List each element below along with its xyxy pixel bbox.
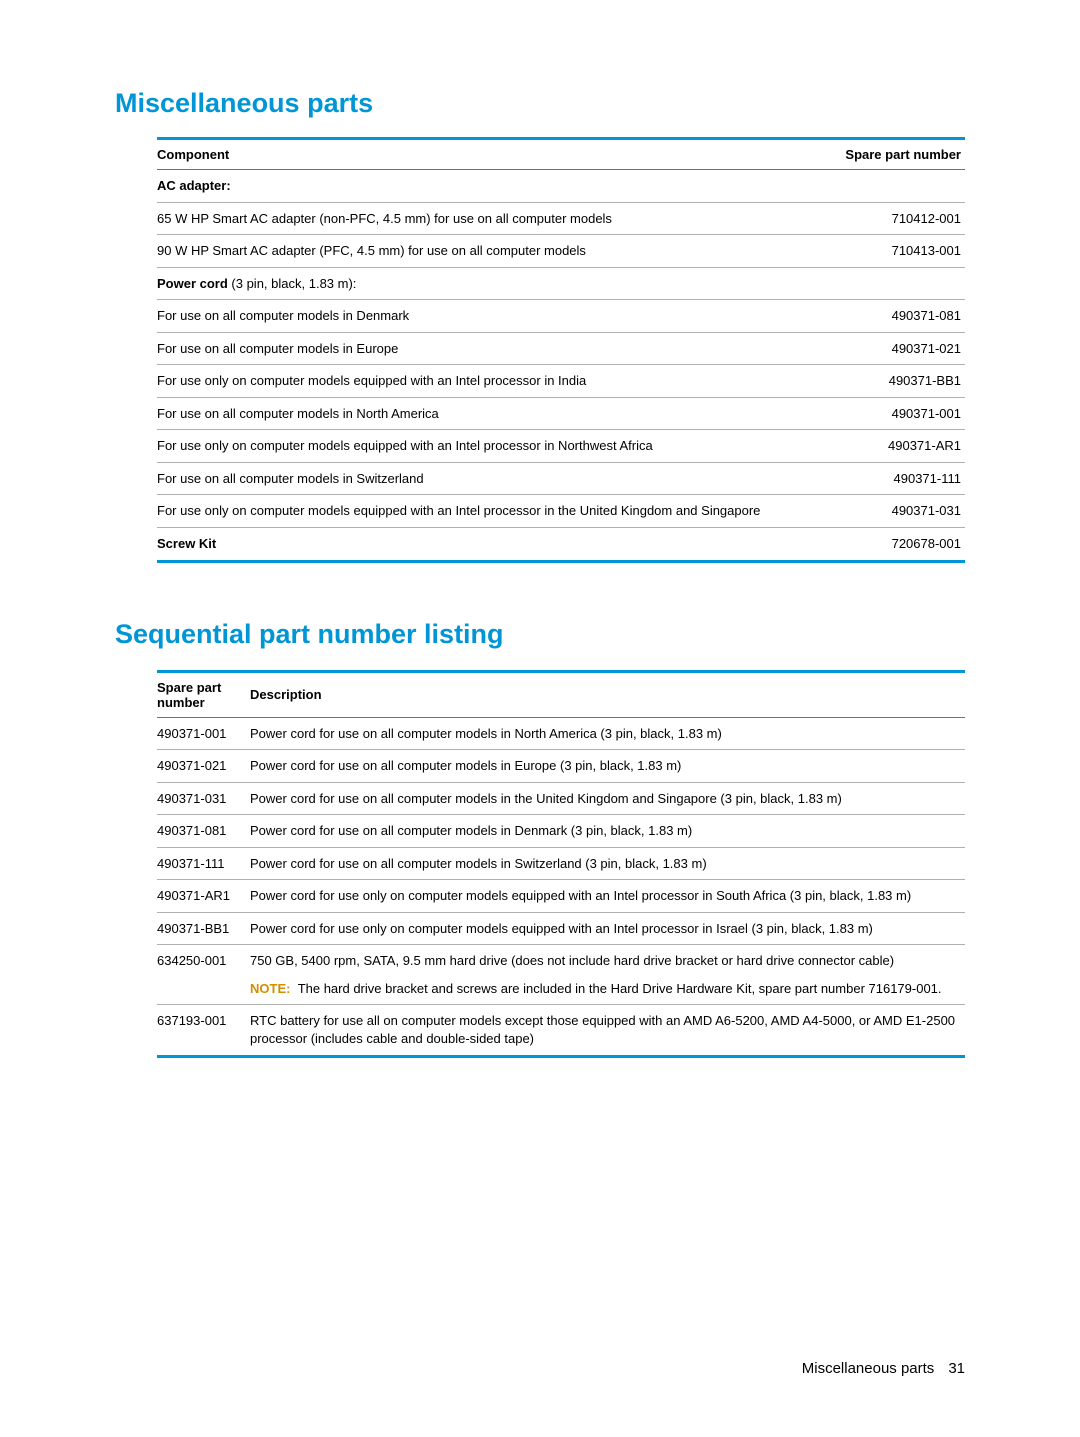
spn-cell: 710413-001	[832, 235, 965, 268]
table-row: 65 W HP Smart AC adapter (non-PFC, 4.5 m…	[157, 202, 965, 235]
desc-cell: Power cord for use on all computer model…	[250, 750, 965, 783]
desc-cell: Power cord for use on all computer model…	[250, 782, 965, 815]
spn-cell: 490371-AR1	[832, 430, 965, 463]
table-row: For use on all computer models in Europe…	[157, 332, 965, 365]
page-footer: Miscellaneous parts 31	[802, 1360, 965, 1377]
sequential-parts-table: Spare part number Description 490371-001…	[157, 670, 965, 1058]
desc-cell: Power cord for use only on computer mode…	[250, 880, 965, 913]
table-row: Screw Kit 720678-001	[157, 528, 965, 562]
desc-cell: Power cord for use only on computer mode…	[250, 912, 965, 945]
component-cell: For use on all computer models in Europe	[157, 332, 832, 365]
pn-cell: 490371-001	[157, 717, 250, 750]
col-spn: Spare part number	[157, 671, 250, 717]
table-row: 490371-AR1 Power cord for use only on co…	[157, 880, 965, 913]
spn-cell: 490371-001	[832, 397, 965, 430]
table-row: 634250-001 750 GB, 5400 rpm, SATA, 9.5 m…	[157, 945, 965, 1005]
component-cell: For use on all computer models in North …	[157, 397, 832, 430]
pn-cell: 634250-001	[157, 945, 250, 1005]
table-row: For use only on computer models equipped…	[157, 495, 965, 528]
table-row: For use on all computer models in Denmar…	[157, 300, 965, 333]
component-cell: For use only on computer models equipped…	[157, 495, 832, 528]
spn-cell: 490371-BB1	[832, 365, 965, 398]
table-row: 90 W HP Smart AC adapter (PFC, 4.5 mm) f…	[157, 235, 965, 268]
table-row: 490371-001 Power cord for use on all com…	[157, 717, 965, 750]
component-cell: For use only on computer models equipped…	[157, 365, 832, 398]
table-row: 490371-081 Power cord for use on all com…	[157, 815, 965, 848]
table-row: 490371-021 Power cord for use on all com…	[157, 750, 965, 783]
pn-cell: 490371-BB1	[157, 912, 250, 945]
section-title-misc: Miscellaneous parts	[115, 88, 965, 119]
section-title-seq: Sequential part number listing	[115, 619, 965, 650]
spn-cell: 490371-111	[832, 462, 965, 495]
desc-cell: Power cord for use on all computer model…	[250, 847, 965, 880]
pn-cell: 490371-AR1	[157, 880, 250, 913]
component-cell-bold: Screw Kit	[157, 528, 832, 562]
spn-cell: 490371-031	[832, 495, 965, 528]
desc-text: 750 GB, 5400 rpm, SATA, 9.5 mm hard driv…	[250, 953, 894, 968]
col-desc: Description	[250, 671, 965, 717]
footer-text: Miscellaneous parts	[802, 1360, 935, 1377]
table-row: For use only on computer models equipped…	[157, 430, 965, 463]
component-cell: For use on all computer models in Denmar…	[157, 300, 832, 333]
table-row: For use on all computer models in Switze…	[157, 462, 965, 495]
pn-cell: 490371-111	[157, 847, 250, 880]
footer-page: 31	[948, 1360, 965, 1377]
note-text: The hard drive bracket and screws are in…	[298, 981, 942, 996]
group-label-power-cord: Power cord (3 pin, black, 1.83 m):	[157, 267, 965, 300]
spn-cell: 490371-021	[832, 332, 965, 365]
table-row: 490371-031 Power cord for use on all com…	[157, 782, 965, 815]
power-cord-rest: (3 pin, black, 1.83 m):	[228, 276, 357, 291]
component-cell: 90 W HP Smart AC adapter (PFC, 4.5 mm) f…	[157, 235, 832, 268]
misc-parts-table: Component Spare part number AC adapter: …	[157, 137, 965, 563]
spn-cell: 720678-001	[832, 528, 965, 562]
desc-cell: RTC battery for use all on computer mode…	[250, 1005, 965, 1056]
desc-cell: 750 GB, 5400 rpm, SATA, 9.5 mm hard driv…	[250, 945, 965, 1005]
desc-cell: Power cord for use on all computer model…	[250, 815, 965, 848]
desc-cell: Power cord for use on all computer model…	[250, 717, 965, 750]
note-label: NOTE:	[250, 981, 290, 996]
group-label-ac-adapter: AC adapter:	[157, 170, 965, 203]
component-cell: For use only on computer models equipped…	[157, 430, 832, 463]
col-spn: Spare part number	[832, 139, 965, 170]
pn-cell: 637193-001	[157, 1005, 250, 1056]
table-row: 637193-001 RTC battery for use all on co…	[157, 1005, 965, 1056]
power-cord-bold: Power cord	[157, 276, 228, 291]
table-row: 490371-BB1 Power cord for use only on co…	[157, 912, 965, 945]
pn-cell: 490371-031	[157, 782, 250, 815]
spn-cell: 710412-001	[832, 202, 965, 235]
pn-cell: 490371-021	[157, 750, 250, 783]
table-row: For use only on computer models equipped…	[157, 365, 965, 398]
component-cell: 65 W HP Smart AC adapter (non-PFC, 4.5 m…	[157, 202, 832, 235]
component-cell: For use on all computer models in Switze…	[157, 462, 832, 495]
table-row: 490371-111 Power cord for use on all com…	[157, 847, 965, 880]
table-row: For use on all computer models in North …	[157, 397, 965, 430]
spn-cell: 490371-081	[832, 300, 965, 333]
pn-cell: 490371-081	[157, 815, 250, 848]
col-component: Component	[157, 139, 832, 170]
